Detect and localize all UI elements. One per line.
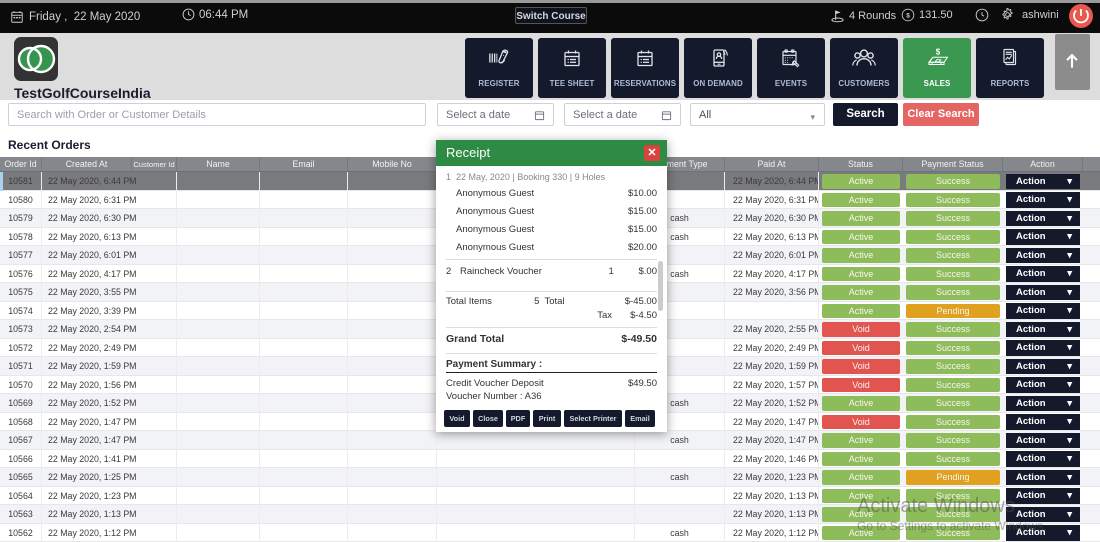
svg-text:$: $ [906, 12, 910, 19]
svg-text:$: $ [936, 48, 941, 57]
